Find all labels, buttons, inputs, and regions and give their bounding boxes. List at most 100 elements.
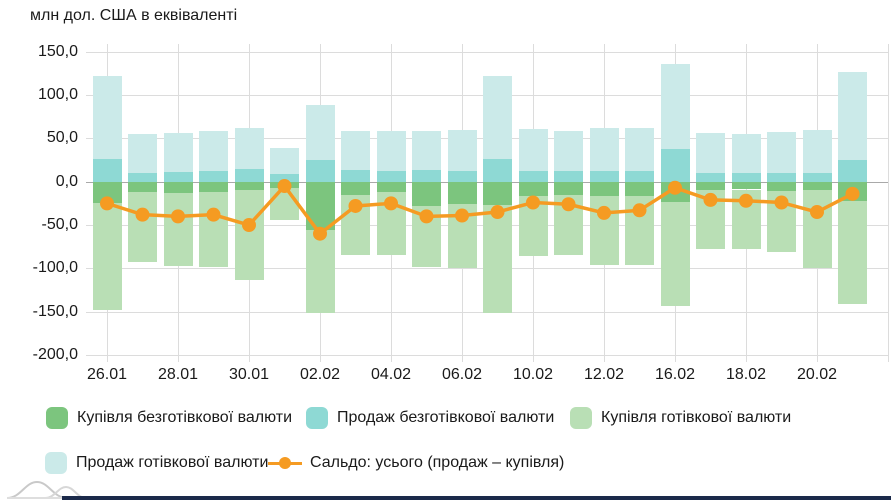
balance-point-11.02 [561,197,576,212]
bar-09.02-sale-cash [483,75,512,160]
bar-10.02-sale-noncash [518,171,548,182]
balance-point-27.01 [135,207,150,222]
bar-28.01-sale-cash [163,133,193,173]
bar-26.01-purchase-cash [92,203,122,311]
balance-point-12.02 [597,205,611,220]
bar-27.01-purchase-cash [128,192,157,263]
balance-line [100,179,860,241]
bar-06.02-purchase-noncash [447,181,477,205]
legend-item-balance: Сальдо: усього (продаж – купівля) [268,451,564,475]
balance-point-17.02 [703,192,718,207]
bar-10.02-purchase-noncash [518,181,548,196]
grid-line-y-150 [86,51,888,53]
balance-point-26.01 [100,196,114,211]
bar-30.01-sale-cash [234,127,264,169]
legend-label: Купівля безготівкової валюти [77,409,293,426]
bar-26.01-sale-cash [92,75,122,160]
bar-05.02-sale-noncash [412,170,441,182]
legend-item-purchase-cash: Купівля готівкової валюти [570,406,791,430]
bar-12.02-sale-cash [589,127,619,172]
plot-area: 150,0 100,0 50,0 0,0 -50,0 -100,0 -150,0 -200,0… [33,40,891,383]
bar-20.02-purchase-noncash [802,181,832,191]
bottom-accent-bar [62,496,891,500]
bar-31.01-sale-cash [270,147,299,174]
bar-12.02-purchase-noncash [589,181,619,197]
bar-18.02-sale-noncash [731,173,761,182]
bar-29.01-sale-cash [199,130,228,172]
bar-31.01-purchase-cash [270,187,299,220]
bar-11.02-sale-cash [554,130,583,172]
y-axis-tick-label: -100,0 [32,259,78,277]
bar-23.02-sale-cash [838,71,867,160]
bar-16.02-sale-noncash [660,148,690,182]
bar-31.01-sale-noncash [270,173,299,182]
bar-19.02-sale-noncash [767,173,796,182]
legend-item-purchase-noncash: Купівля безготівкової валюти [46,406,292,430]
balance-point-05.02 [419,209,434,224]
x-axis-tick-label: 10.02 [512,366,554,383]
bar-11.02-purchase-noncash [554,181,583,195]
legend-swatch-purchase-noncash [46,407,68,429]
x-axis-tick-label: 28.01 [157,366,199,383]
x-axis-tick-label: 18.02 [725,366,767,383]
y-axis-tick-label: -50,0 [41,216,78,234]
bar-02.02-sale-cash [305,104,335,161]
balance-point-19.02 [774,195,789,210]
x-axis-tick-label: 30.01 [228,366,270,383]
bar-28.01-sale-noncash [163,172,193,182]
bar-13.02-sale-noncash [625,171,654,182]
legend-swatch-purchase-cash [570,407,592,429]
balance-point-18.02 [739,193,753,208]
bar-28.01-purchase-cash [163,192,193,266]
bar-03.02-purchase-noncash [341,181,370,195]
bar-27.01-sale-cash [128,134,157,173]
bar-09.02-purchase-noncash [483,181,512,206]
bar-04.02-sale-cash [376,130,406,172]
y-axis-tick-label: 50,0 [46,129,78,147]
legend-item-sale-cash: Продаж готівкової валюти [45,451,268,475]
bar-06.02-sale-cash [447,129,477,172]
bar-23.02-sale-noncash [838,160,867,182]
x-axis-tick-label: 20.02 [796,366,838,383]
legend-swatch-sale-noncash [306,407,328,429]
bar-19.02-purchase-noncash [767,181,796,192]
balance-point-20.02 [810,205,824,220]
x-axis-tick-label: 12.02 [583,366,625,383]
bar-19.02-sale-cash [767,132,796,173]
bar-26.01-sale-noncash [92,159,122,182]
bar-20.02-purchase-cash [802,190,832,269]
x-axis-tick-label: 02.02 [299,366,341,383]
bar-16.02-purchase-cash [660,201,690,306]
bar-02.02-sale-noncash [305,160,335,182]
bar-03.02-sale-cash [341,131,370,171]
bar-03.02-sale-noncash [341,170,370,182]
balance-point-04.02 [384,196,398,211]
balance-point-10.02 [526,195,540,210]
bar-04.02-purchase-noncash [376,181,406,193]
legend-label: Продаж безготівкової валюти [337,409,555,426]
bar-05.02-purchase-noncash [412,181,441,206]
balance-point-30.01 [242,218,256,233]
bar-17.02-purchase-noncash [696,181,725,191]
y-axis-tick-label: 0,0 [55,172,78,190]
bar-27.01-purchase-noncash [128,181,157,193]
bar-18.02-purchase-noncash [731,181,761,190]
x-axis-tick-label: 16.02 [654,366,696,383]
bar-06.02-sale-noncash [447,171,477,182]
bar-29.01-purchase-cash [199,192,228,267]
bar-11.02-sale-noncash [554,171,583,182]
x-axis-tick-label: 04.02 [370,366,412,383]
bar-10.02-sale-cash [518,128,548,172]
y-axis-tick-label: -200,0 [32,346,78,364]
balance-point-06.02 [455,208,469,223]
bar-20.02-sale-cash [802,129,832,174]
bar-09.02-sale-noncash [483,159,512,182]
y-axis-tick-label: 150,0 [37,42,78,60]
balance-point-23.02 [845,186,860,201]
legend-label: Купівля готівкової валюти [601,409,792,426]
bar-27.01-sale-noncash [128,173,157,182]
legend-marker-balance-line-icon [268,456,302,470]
bar-18.02-sale-cash [731,134,761,173]
grid-line-y--200 [86,355,888,357]
bar-30.01-sale-noncash [234,168,264,182]
